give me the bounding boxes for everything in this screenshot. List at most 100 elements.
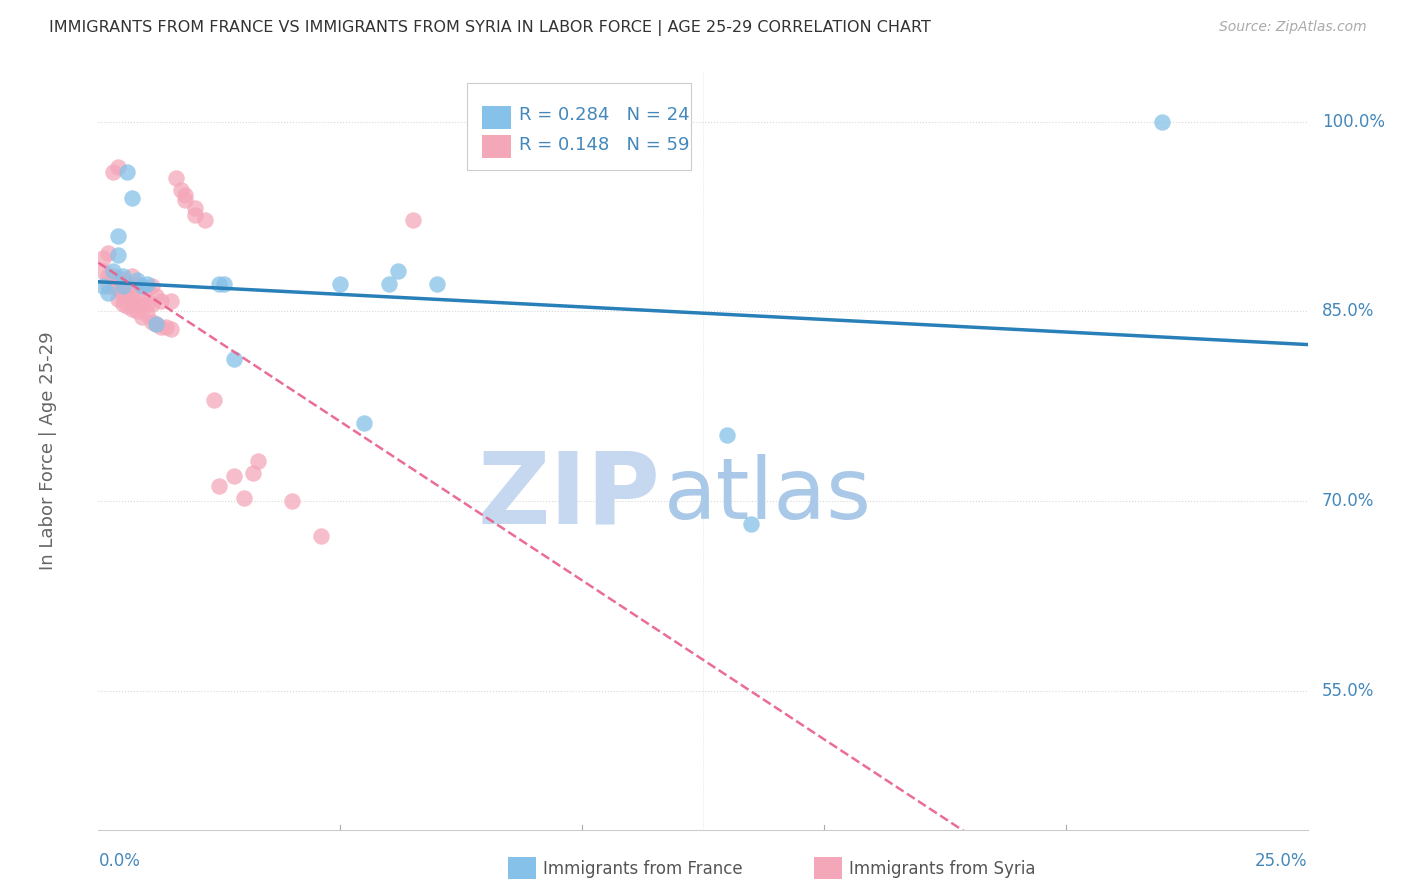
Point: [117, 165, 139, 179]
Text: 55.0%: 55.0%: [1322, 681, 1375, 699]
Point: [107, 282, 129, 296]
Point: [131, 297, 153, 311]
Text: Immigrants from France: Immigrants from France: [543, 860, 742, 878]
Point: [145, 289, 167, 303]
Point: [91, 264, 114, 278]
Point: [127, 297, 149, 311]
Point: [387, 264, 409, 278]
Point: [184, 201, 207, 215]
Point: [107, 161, 129, 175]
Point: [204, 392, 226, 407]
Point: [160, 294, 183, 309]
Point: [121, 286, 143, 301]
Text: In Labor Force | Age 25-29: In Labor Force | Age 25-29: [38, 331, 56, 570]
Point: [107, 228, 129, 243]
Point: [145, 317, 167, 331]
Point: [247, 453, 270, 467]
Point: [150, 319, 173, 334]
Point: [91, 279, 114, 293]
Text: 70.0%: 70.0%: [1322, 492, 1375, 510]
Point: [141, 314, 163, 328]
Point: [222, 468, 245, 483]
Point: [135, 277, 157, 291]
Point: [169, 183, 191, 197]
Point: [111, 269, 134, 284]
FancyBboxPatch shape: [482, 135, 510, 158]
Point: [121, 191, 143, 205]
FancyBboxPatch shape: [467, 83, 690, 170]
Point: [111, 279, 134, 293]
Point: [242, 466, 264, 480]
Point: [97, 269, 120, 284]
Point: [91, 252, 114, 266]
Point: [402, 213, 425, 227]
Point: [740, 516, 762, 531]
Point: [107, 292, 129, 306]
Point: [111, 271, 134, 285]
Point: [97, 279, 120, 293]
Point: [165, 170, 187, 185]
Point: [141, 297, 163, 311]
Point: [97, 246, 120, 260]
Point: [174, 194, 197, 208]
Point: [329, 277, 352, 291]
Point: [135, 307, 157, 321]
Point: [101, 269, 124, 284]
Point: [155, 319, 177, 334]
Point: [222, 352, 245, 367]
Point: [309, 529, 332, 543]
Point: [1152, 115, 1174, 129]
Point: [117, 292, 139, 306]
Text: 100.0%: 100.0%: [1322, 113, 1385, 131]
Point: [212, 277, 235, 291]
Text: R = 0.148   N = 59: R = 0.148 N = 59: [519, 136, 690, 154]
Text: 85.0%: 85.0%: [1322, 302, 1375, 320]
Point: [194, 213, 217, 227]
Point: [121, 269, 143, 284]
Point: [117, 277, 139, 291]
Point: [131, 310, 153, 324]
Point: [135, 297, 157, 311]
Point: [117, 284, 139, 298]
Point: [145, 317, 167, 331]
Text: Immigrants from Syria: Immigrants from Syria: [849, 860, 1036, 878]
Point: [127, 273, 149, 287]
Text: IMMIGRANTS FROM FRANCE VS IMMIGRANTS FROM SYRIA IN LABOR FORCE | AGE 25-29 CORRE: IMMIGRANTS FROM FRANCE VS IMMIGRANTS FRO…: [49, 20, 931, 36]
Point: [127, 304, 149, 318]
Point: [97, 285, 120, 300]
Point: [131, 279, 153, 293]
Point: [111, 289, 134, 303]
Point: [127, 277, 149, 291]
Point: [111, 297, 134, 311]
Point: [107, 271, 129, 285]
Point: [426, 277, 449, 291]
Text: R = 0.284   N = 24: R = 0.284 N = 24: [519, 105, 690, 124]
Text: 25.0%: 25.0%: [1256, 853, 1308, 871]
Point: [111, 282, 134, 296]
Point: [160, 322, 183, 336]
Text: 0.0%: 0.0%: [98, 853, 141, 871]
Point: [121, 301, 143, 316]
Point: [232, 491, 254, 506]
Point: [208, 277, 231, 291]
Point: [101, 264, 124, 278]
Point: [107, 247, 129, 261]
Point: [117, 299, 139, 313]
Point: [184, 209, 207, 223]
FancyBboxPatch shape: [482, 106, 510, 129]
Text: ZIP: ZIP: [478, 448, 661, 544]
Point: [353, 416, 375, 430]
Point: [141, 279, 163, 293]
Point: [174, 188, 197, 202]
Text: atlas: atlas: [664, 454, 872, 538]
Point: [281, 494, 304, 508]
Point: [101, 165, 124, 179]
Text: Source: ZipAtlas.com: Source: ZipAtlas.com: [1219, 20, 1367, 34]
Point: [377, 277, 399, 291]
Point: [208, 479, 231, 493]
Point: [135, 282, 157, 296]
Point: [127, 286, 149, 301]
Point: [150, 294, 173, 309]
Point: [716, 428, 738, 442]
Point: [101, 279, 124, 293]
